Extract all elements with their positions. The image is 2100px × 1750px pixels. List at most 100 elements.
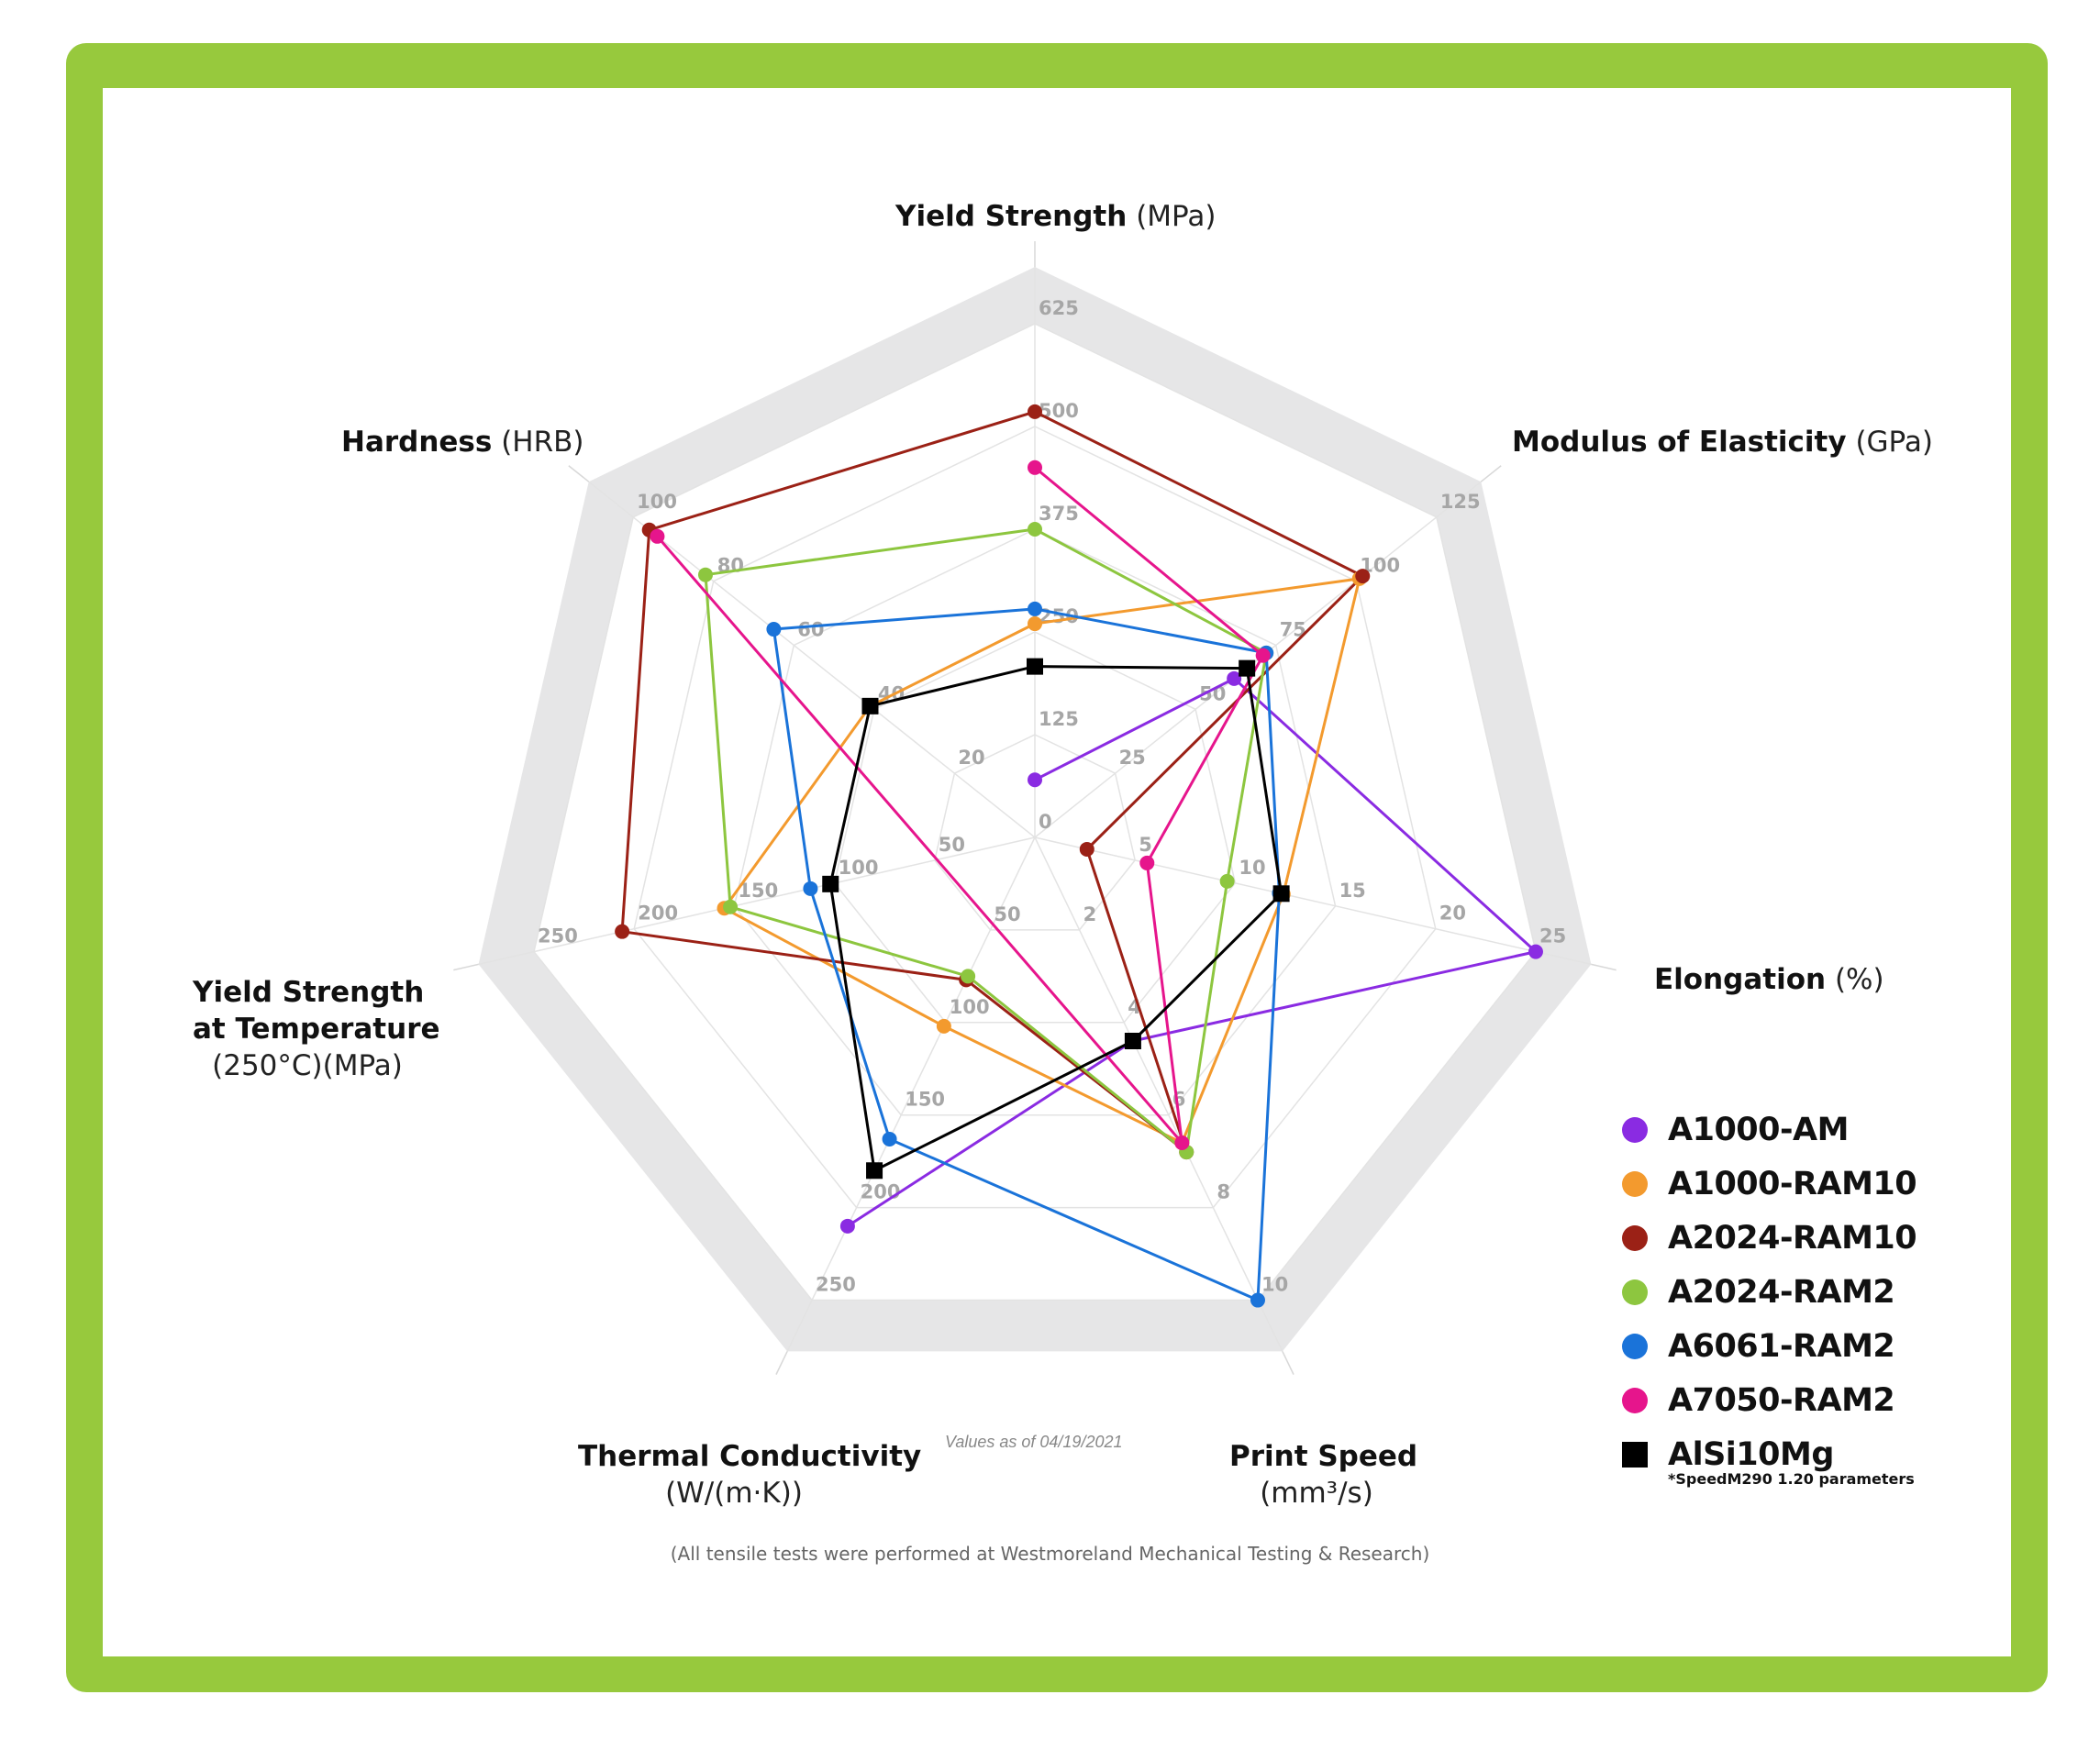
data-point [1139,855,1155,870]
tick-label: 625 [1039,297,1079,319]
axis-unit: (W/(m·K)) [665,1477,803,1510]
tick-label: 8 [1217,1181,1230,1203]
data-point [861,697,879,714]
data-point [803,881,818,896]
data-point [1528,944,1543,959]
tick-label: 200 [861,1181,901,1203]
axis-spoke [1034,836,1592,966]
legend-item: A1000-AM [1622,1102,1917,1157]
tick-label: 25 [1539,925,1566,947]
tick-label: 200 [638,903,678,925]
legend: A1000-AM A1000-RAM10 A2024-RAM10 A2024-R… [1622,1102,1917,1488]
legend-marker [1622,1116,1648,1143]
axis-spoke-end [1282,1351,1294,1375]
tick-label: 20 [958,747,984,769]
legend-label: AlSi10Mg [1668,1435,1834,1473]
series-line [620,410,1364,1154]
axis-name-line2: at Temperature [193,1013,440,1046]
legend-item: A6061-RAM2 [1622,1319,1917,1373]
axis-name: Thermal Conductivity [578,1440,922,1473]
data-point [1028,772,1042,788]
axis-unit: (HRB) [501,426,584,459]
legend-item: AlSi10Mg [1622,1427,1917,1481]
axis-name: Elongation [1654,963,1827,996]
series-line [704,527,1268,1154]
grid-ring [733,528,1337,1116]
grid-ring [633,426,1437,1209]
data-point [1227,670,1242,686]
grid-ring [933,734,1137,931]
tick-label: 100 [950,996,990,1018]
grid-ring [833,631,1237,1024]
grid-ring [533,323,1537,1301]
tick-label: 500 [1039,400,1079,422]
axis-spoke-end [453,963,479,971]
legend-label: A1000-AM [1668,1111,1849,1148]
series-line [723,577,1361,1145]
tick-label: 5 [1139,834,1152,856]
axis-spoke-end [775,1351,788,1375]
tick-label: 150 [905,1089,945,1111]
tick-label: 25 [1119,747,1146,769]
tick-label: 60 [797,619,824,641]
chart-panel [103,88,2011,1656]
data-point [1239,659,1256,677]
tick-label: 100 [637,491,677,513]
tick-label: 10 [1239,857,1265,879]
tick-label: 250 [538,925,578,947]
data-point [936,1018,951,1034]
data-point [697,567,713,582]
axis-title-thermal: Thermal Conductivity (W/(m·K)) [578,1438,921,1512]
axis-spoke [588,481,1036,838]
tick-label: 50 [994,903,1020,925]
footnote: (All tensile tests were performed at Wes… [670,1543,1430,1565]
axis-title-yield-temperature: Yield Strength at Temperature (250°C)(MP… [193,974,440,1084]
legend-item: A2024-RAM10 [1622,1211,1917,1265]
legend-label: A1000-RAM10 [1668,1165,1917,1202]
data-point [1028,460,1042,475]
data-point [1219,873,1235,889]
axis-spoke-end [1480,465,1502,482]
tick-label: 20 [1439,903,1466,925]
legend-marker [1622,1441,1648,1468]
axis-spoke-end [568,465,590,482]
axis-spoke [478,836,1036,966]
data-point [723,899,739,914]
data-point [822,875,839,892]
values-date-note: Values as of 04/19/2021 [945,1433,1123,1451]
tick-label: 250 [816,1274,856,1296]
data-point [650,528,665,544]
legend-item: A2024-RAM2 [1622,1265,1917,1319]
data-point [1027,658,1043,675]
data-point [1028,522,1042,537]
axis-unit: (GPa) [1855,426,1933,459]
legend-item: A1000-RAM10 [1622,1157,1917,1211]
legend-marker [1622,1224,1648,1251]
data-point [1174,1135,1190,1150]
axis-title-modulus: Modulus of Elasticity (GPa) [1512,424,1933,460]
data-point [1355,569,1371,584]
axis-name: Print Speed [1229,1440,1418,1473]
series-line [772,607,1281,1301]
legend-label: A2024-RAM10 [1668,1219,1917,1257]
axis-spoke-end [1591,963,1617,971]
axis-spoke [1034,836,1283,1352]
data-point [1250,1292,1265,1308]
axis-unit: (%) [1834,963,1884,996]
axis-title-yield-strength: Yield Strength (MPa) [895,198,1216,235]
axis-unit: (mm³/s) [1260,1477,1373,1510]
legend-label: A6061-RAM2 [1668,1327,1895,1365]
axis-name-line1: Yield Strength [193,976,425,1009]
axis-unit: (MPa) [1136,200,1217,233]
axis-name: Modulus of Elasticity [1512,426,1847,459]
tick-label: 15 [1339,880,1366,902]
legend-marker [1622,1333,1648,1359]
legend-marker [1622,1170,1648,1197]
tick-label: 50 [939,834,965,856]
data-point [1028,616,1042,632]
axis-title-elongation: Elongation (%) [1654,961,1884,998]
data-point [766,622,782,637]
data-point [1272,885,1290,903]
data-point [615,924,630,939]
